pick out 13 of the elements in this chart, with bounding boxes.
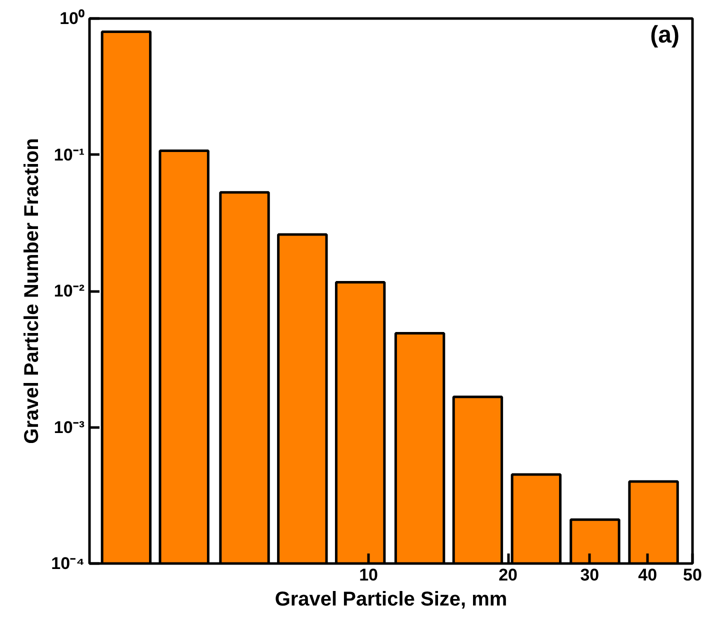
x-tick-label: 40: [638, 566, 658, 584]
y-tick-label: 10⁻²: [54, 282, 85, 300]
x-tick-label: 50: [683, 566, 702, 584]
x-tick-label: 10: [359, 566, 378, 584]
x-tick-label: 20: [498, 566, 518, 584]
x-axis-title: Gravel Particle Size, mm: [274, 588, 508, 610]
x-tick-label: 30: [580, 566, 600, 584]
y-axis-title: Gravel Particle Number Fraction: [21, 138, 44, 444]
y-tick-label: 10⁻¹: [54, 145, 85, 164]
y-tick-label: 10⁰: [60, 9, 85, 28]
y-tick-label: 10⁻⁴: [51, 554, 85, 573]
y-tick-label: 10⁻³: [54, 418, 85, 437]
annotation: (a): [650, 22, 680, 48]
